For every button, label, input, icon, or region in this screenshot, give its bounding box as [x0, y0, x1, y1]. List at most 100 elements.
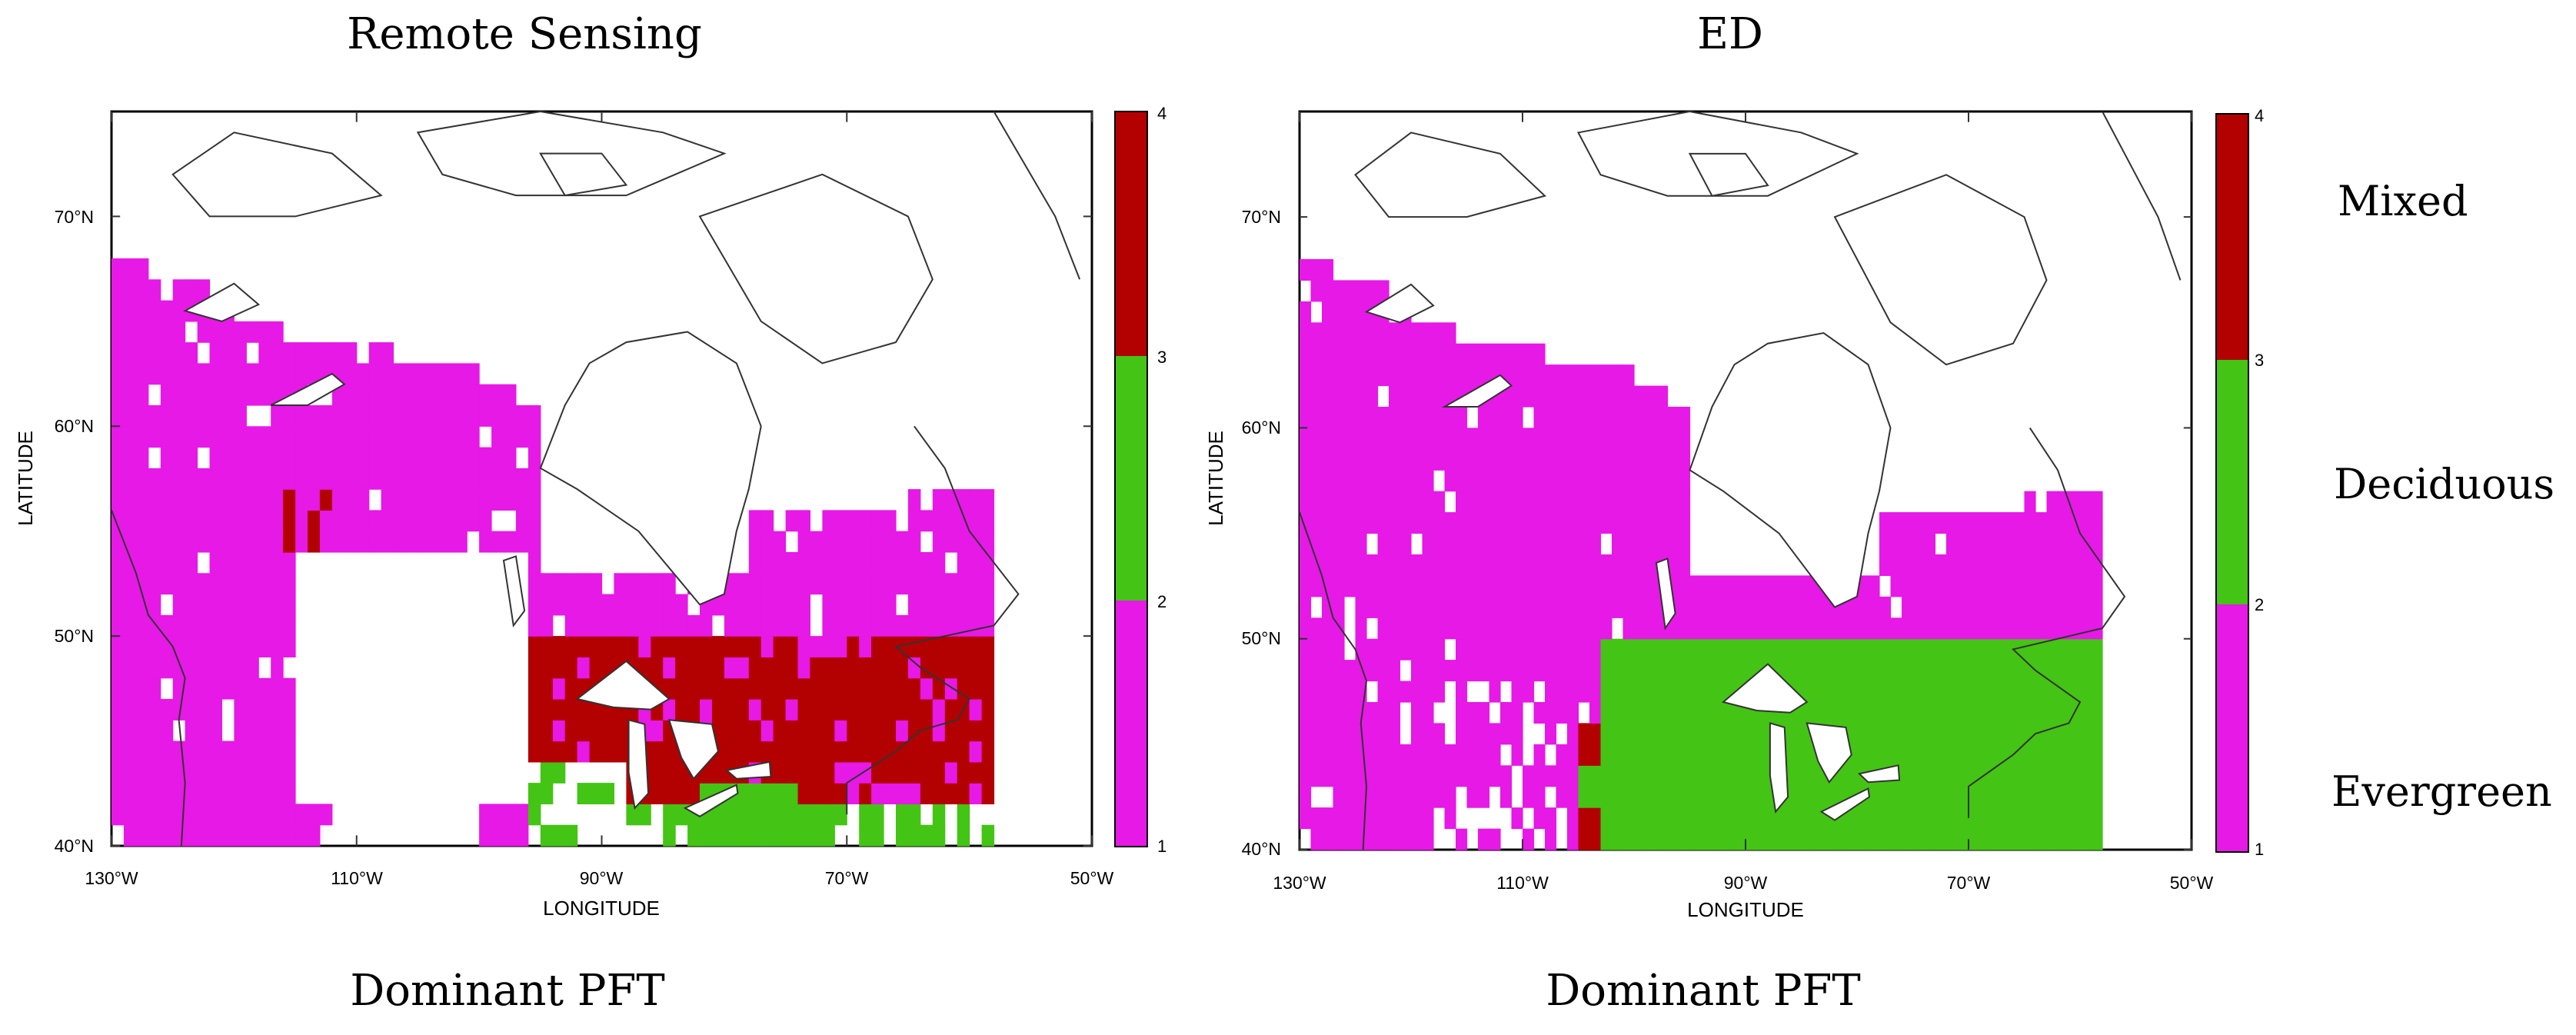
left-pft-cell: [540, 699, 554, 721]
right-pft-cell: [1411, 407, 1423, 428]
left-pft-cell: [957, 720, 970, 742]
right-pft-cell: [1444, 554, 1456, 576]
left-pacific-coast: [111, 510, 186, 847]
right-pft-cell: [1377, 617, 1390, 640]
right-pft-cell: [1656, 448, 1669, 471]
right-pft-cell: [1333, 280, 1345, 302]
left-colorbar-mixed: [1115, 111, 1147, 356]
right-pft-cell: [1478, 364, 1490, 387]
right-pft-cell: [2080, 512, 2092, 534]
right-pft-cell: [1411, 385, 1423, 408]
left-pft-cell: [356, 468, 370, 490]
left-pft-cell: [123, 677, 137, 700]
right-pft-cell: [1433, 786, 1446, 808]
left-pft-cell: [651, 783, 664, 804]
left-pft-cell: [221, 321, 235, 343]
left-pft-cell: [246, 657, 259, 679]
left-pft-cell: [871, 720, 884, 742]
left-pft-cell: [246, 677, 259, 700]
left-pft-cell: [540, 594, 554, 616]
right-colorbar-mixed: [2216, 114, 2248, 360]
left-pft-cell: [209, 740, 222, 763]
right-pft-cell: [1645, 744, 1657, 766]
right-pft-cell: [1645, 765, 1657, 787]
right-pft-cell: [1746, 723, 1758, 745]
right-pft-cell: [1433, 533, 1446, 555]
left-pft-cell: [847, 720, 860, 742]
right-pft-cell: [1399, 765, 1412, 787]
right-pft-cell: [1456, 554, 1468, 576]
left-pft-cell: [907, 761, 921, 784]
left-pft-cell: [209, 510, 222, 532]
left-pft-cell: [185, 677, 198, 700]
right-pft-cell: [1399, 512, 1412, 534]
right-pft-cell: [2046, 744, 2058, 766]
left-pft-cell: [148, 426, 161, 448]
right-pft-cell: [1857, 596, 1869, 618]
right-pft-cell: [1756, 723, 1769, 745]
right-pft-cell: [1511, 428, 1523, 450]
right-pft-cell: [1355, 364, 1367, 387]
right-pft-cell: [1567, 554, 1579, 576]
right-pft-cell: [1422, 343, 1434, 365]
right-pft-cell: [1355, 448, 1367, 471]
left-pft-cell: [564, 720, 578, 742]
right-pft-cell: [1622, 744, 1635, 766]
right-pft-cell: [1622, 681, 1635, 703]
left-pft-cell: [797, 824, 810, 847]
right-pft-cell: [1902, 660, 1914, 682]
left-pft-cell: [847, 531, 860, 553]
left-pft-cell: [552, 740, 566, 763]
left-pft-cell: [564, 740, 578, 763]
right-pft-cell: [1489, 617, 1501, 640]
left-pft-cell: [491, 468, 504, 490]
right-pft-cell: [1489, 681, 1501, 703]
left-pft-cell: [258, 804, 271, 826]
right-pft-cell: [1589, 660, 1602, 682]
right-pft-cell: [1589, 448, 1602, 471]
left-pft-cell: [896, 804, 909, 826]
right-pft-cell: [1634, 807, 1646, 830]
left-pft-cell: [197, 614, 211, 637]
left-pft-cell: [773, 531, 787, 553]
right-pft-cell: [1377, 533, 1390, 555]
right-panel-title: ED: [1697, 9, 1763, 59]
left-pft-cell: [148, 342, 161, 364]
left-pft-cell: [172, 384, 186, 406]
right-pft-cell: [1746, 596, 1758, 618]
right-pft-cell: [1634, 533, 1646, 555]
right-pft-cell: [1600, 723, 1612, 745]
right-pft-cell: [1857, 702, 1869, 724]
right-pft-cell: [1946, 660, 1959, 682]
right-pft-cell: [1612, 828, 1624, 850]
left-pft-cell: [711, 824, 725, 847]
right-pft-cell: [1366, 828, 1379, 850]
left-pft-cell: [405, 447, 418, 469]
right-pft-cell: [1689, 638, 1702, 661]
right-axis-ticks: [1299, 111, 2192, 850]
right-pft-cell: [1411, 617, 1423, 640]
right-pft-cell: [1812, 638, 1825, 661]
right-pft-cell: [1612, 554, 1624, 576]
right-pft-cell: [1957, 638, 1969, 661]
left-pft-cell: [651, 657, 664, 679]
left-pft-cell: [785, 614, 799, 637]
right-pft-cell: [1322, 280, 1334, 302]
right-pft-cell: [2035, 723, 2048, 745]
left-pft-cell: [847, 699, 860, 721]
right-pft-cell: [1912, 723, 1925, 745]
right-pft-cell: [1645, 512, 1657, 534]
left-pft-cell: [528, 740, 541, 763]
right-pft-cell: [1790, 723, 1802, 745]
right-pft-cell: [1355, 470, 1367, 492]
right-pft-cell: [1322, 448, 1334, 471]
left-pft-cell: [209, 552, 222, 574]
right-pft-cell: [1344, 554, 1356, 576]
right-pft-cell: [1969, 533, 1981, 555]
right-pft-cell: [1890, 681, 1902, 703]
left-pft-cell: [405, 531, 418, 553]
right-pft-cell: [1612, 512, 1624, 534]
right-pft-cell: [1300, 448, 1312, 471]
right-pft-cell: [1790, 575, 1802, 597]
right-pft-cell: [1912, 660, 1925, 682]
